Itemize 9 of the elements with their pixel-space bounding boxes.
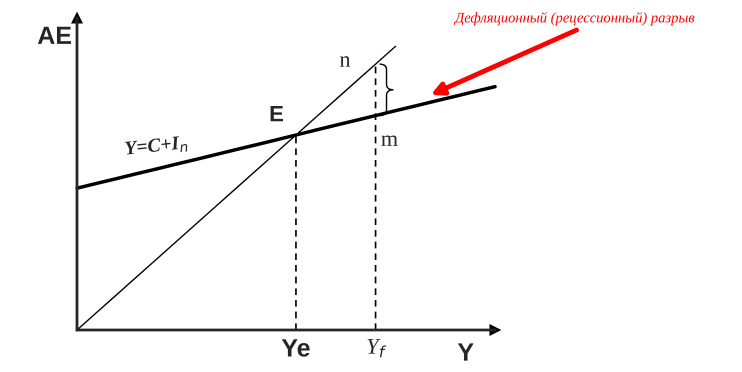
x-tick-label: Y$_{f}$ (368, 339, 386, 358)
annotation: m (381, 135, 398, 146)
y-axis-title: AE (38, 26, 72, 44)
annotation: E (270, 106, 284, 122)
x-tick-label: Ye (282, 339, 310, 357)
annotation: n (340, 56, 350, 67)
text: Y=C+I$_{n}$ (124, 135, 188, 158)
text: Дефляционный (рецессионный) разрыв (454, 12, 694, 26)
x-axis-title: Y (458, 343, 474, 361)
